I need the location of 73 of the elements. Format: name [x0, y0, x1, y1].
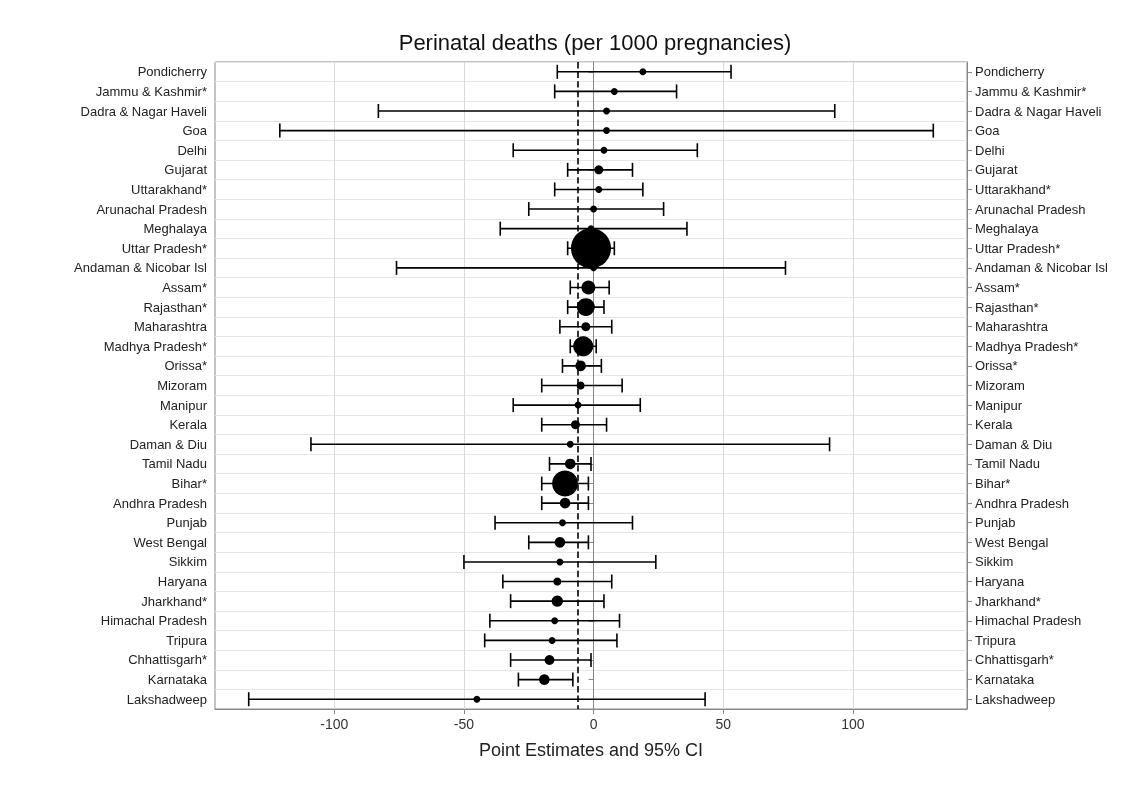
y2-tick-label: Goa	[182, 123, 208, 139]
y-tick-label: Orissa*	[975, 358, 1018, 374]
x-tick-label: -100	[320, 716, 349, 732]
x-tick-label: 50	[715, 716, 732, 732]
x-tick-label: 100	[841, 716, 865, 732]
y-tick-label: Maharashtra	[975, 319, 1049, 335]
y-tick-label: Goa	[975, 123, 1001, 139]
y2-tick-label: Punjab	[166, 515, 207, 531]
y-tick-label: Rajasthan*	[975, 299, 1039, 315]
y2-tick-label: Uttar Pradesh*	[121, 240, 207, 256]
y-tick-label: Haryana	[975, 574, 1025, 590]
y-tick-label: Delhi	[975, 142, 1005, 158]
y-tick-label: Lakshadweep	[975, 691, 1056, 707]
y-tick-label: Andhra Pradesh	[975, 495, 1069, 511]
y-tick-label: Karnataka	[975, 672, 1036, 688]
y-tick-label: Sikkim	[975, 554, 1014, 570]
y-tick-label: Manipur	[975, 397, 1023, 413]
y-tick-label: Mizoram	[975, 378, 1025, 393]
y-tick-label: Arunachal Pradesh	[975, 201, 1086, 217]
y-tick-label: Uttar Pradesh*	[975, 240, 1061, 256]
y2-tick-label: Dadra & Nagar Haveli	[80, 103, 208, 119]
y-tick-label: West Bengal	[975, 534, 1049, 550]
y-tick-label: Assam*	[975, 279, 1020, 295]
y2-tick-label: West Bengal	[133, 534, 208, 550]
y-tick-label: Tamil Nadu	[975, 456, 1041, 472]
y2-tick-label: Pondicherry	[137, 64, 208, 80]
y-tick-label: Jharkhand*	[975, 593, 1041, 609]
y2-tick-label: Assam*	[162, 279, 207, 295]
y2-tick-label: Andaman & Nicobar Isl	[74, 260, 208, 276]
y2-tick-label: Andhra Pradesh	[113, 495, 207, 511]
y-tick-label: Bihar*	[975, 476, 1011, 492]
y2-tick-label: Manipur	[160, 397, 208, 413]
y2-tick-label: Uttarakhand*	[131, 181, 207, 197]
y2-tick-label: Jammu & Kashmir*	[95, 83, 207, 99]
y2-tick-label: Tamil Nadu	[141, 456, 207, 472]
y2-tick-label: Arunachal Pradesh	[96, 201, 207, 217]
y-tick-label: Tripura	[975, 632, 1017, 648]
y2-tick-label: Meghalaya	[143, 221, 208, 237]
y-tick-label: Daman & Diu	[975, 436, 1053, 452]
y-tick-label: Pondicherry	[975, 64, 1045, 80]
y-tick-label: Madhya Pradesh*	[975, 338, 1079, 354]
y2-tick-label: Karnataka	[147, 672, 208, 688]
y-tick-label: Meghalaya	[975, 221, 1040, 237]
y-tick-label: Himachal Pradesh	[975, 613, 1082, 629]
y2-tick-label: Maharashtra	[134, 319, 208, 335]
y2-tick-label: Orissa*	[164, 358, 207, 374]
y2-tick-label: Delhi	[177, 142, 208, 158]
y-tick-label: Gujarat	[975, 162, 1019, 178]
y2-tick-label: Jharkhand*	[141, 593, 207, 609]
y2-tick-label: Lakshadweep	[126, 691, 207, 707]
y2-tick-label: Bihar*	[171, 476, 207, 492]
y2-tick-label: Tripura	[166, 632, 208, 648]
y2-tick-label: Gujarat	[164, 162, 208, 178]
y2-tick-label: Daman & Diu	[129, 436, 207, 452]
y2-tick-label: Madhya Pradesh*	[103, 338, 207, 354]
y-tick-label: Uttarakhand*	[975, 181, 1051, 197]
y2-tick-label: Mizoram	[157, 378, 207, 393]
y2-tick-label: Rajasthan*	[143, 299, 207, 315]
x-tick-label: -50	[453, 716, 475, 732]
y-tick-label: Dadra & Nagar Haveli	[975, 103, 1102, 119]
y2-tick-label: Chhattisgarh*	[128, 652, 207, 668]
y2-tick-label: Himachal Pradesh	[100, 613, 207, 629]
y-tick-label: Chhattisgarh*	[975, 652, 1054, 668]
y2-tick-label: Sikkim	[168, 554, 207, 570]
x-axis-title: Point Estimates and 95% CI	[478, 740, 704, 760]
y-tick-label: Kerala	[975, 417, 1014, 433]
y2-tick-label: Haryana	[157, 574, 208, 590]
x-tick-label: 0	[589, 716, 598, 732]
y-tick-label: Andaman & Nicobar Isl	[975, 260, 1109, 276]
chart-title: Perinatal deaths (per 1000 pregnancies)	[398, 29, 792, 55]
y2-tick-label: Kerala	[169, 417, 208, 433]
y-tick-label: Jammu & Kashmir*	[975, 83, 1087, 99]
y-tick-label: Punjab	[975, 515, 1016, 531]
